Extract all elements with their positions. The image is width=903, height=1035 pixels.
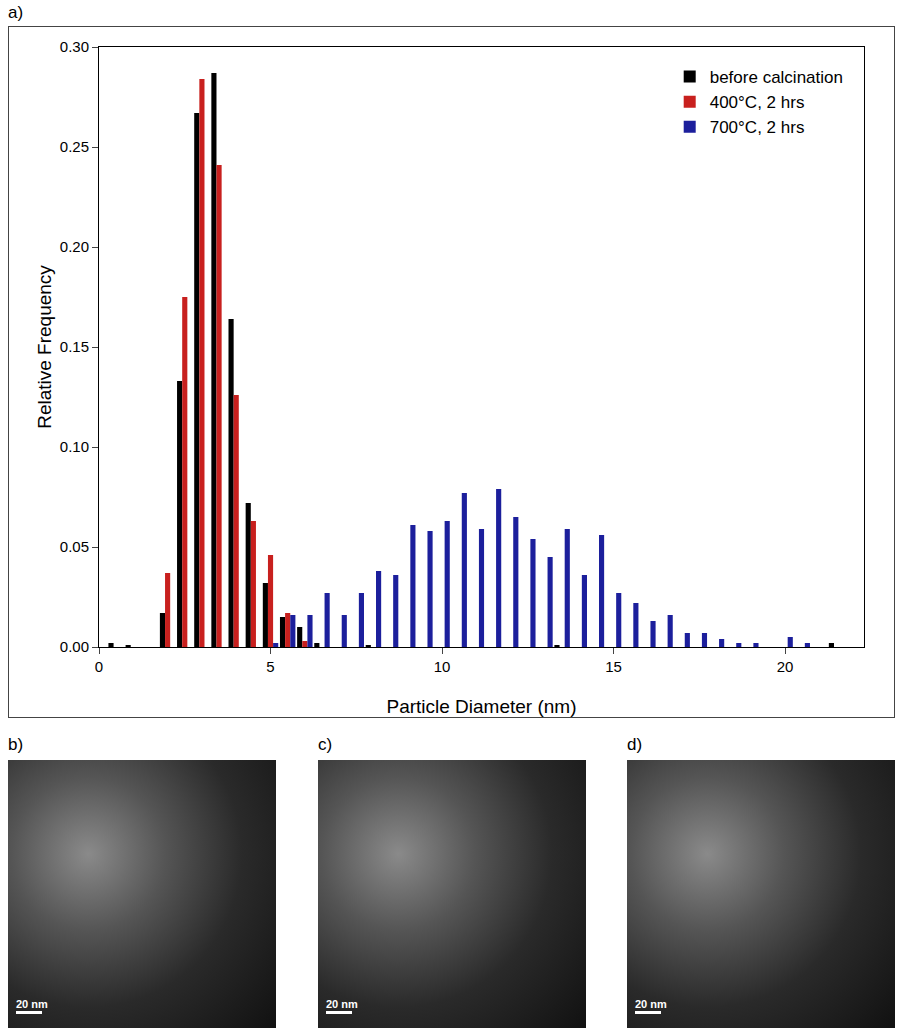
svg-text:0.30: 0.30 [60,38,89,55]
svg-text:0.05: 0.05 [60,538,89,555]
svg-text:Particle Diameter (nm): Particle Diameter (nm) [386,696,576,717]
html-text:20 nm: 20 nm [16,998,48,1010]
svg-text:0: 0 [95,658,103,675]
svg-text:0.20: 0.20 [60,238,89,255]
svg-text:5: 5 [266,658,274,675]
svg-text:0.25: 0.25 [60,138,89,155]
svg-text:400°C, 2 hrs: 400°C, 2 hrs [710,93,805,112]
svg-text:15: 15 [605,658,622,675]
html-text:20 nm: 20 nm [635,998,667,1010]
svg-text:700°C, 2 hrs: 700°C, 2 hrs [710,118,805,137]
svg-text:20: 20 [777,658,794,675]
html-text:d): d) [627,735,643,754]
svg-text:before calcination: before calcination [710,68,843,87]
svg-text:0.15: 0.15 [60,338,89,355]
svg-text:10: 10 [434,658,451,675]
svg-text:0.00: 0.00 [60,638,89,655]
html-text:a): a) [8,3,24,22]
svg-text:Relative Frequency: Relative Frequency [34,265,55,429]
html-text:20 nm: 20 nm [326,998,358,1010]
svg-text:0.10: 0.10 [60,438,89,455]
html-text:b): b) [8,735,24,754]
html-text:c): c) [318,735,333,754]
